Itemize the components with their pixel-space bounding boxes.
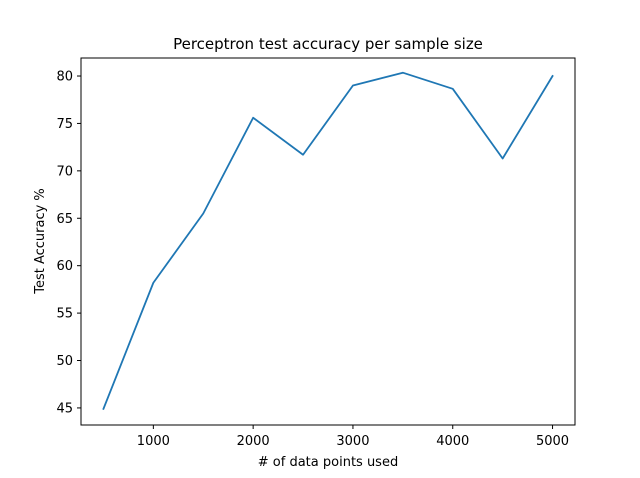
x-tick-label: 1000 bbox=[137, 434, 170, 449]
series-line bbox=[102, 71, 554, 411]
y-tick-label: 70 bbox=[56, 164, 73, 179]
y-tick-label: 60 bbox=[56, 259, 73, 274]
y-axis-label: Test Accuracy % bbox=[33, 188, 48, 295]
x-tick-label: 2000 bbox=[237, 434, 270, 449]
y-tick-label: 50 bbox=[56, 354, 73, 369]
y-tick-label: 65 bbox=[56, 212, 73, 227]
y-tick-label: 80 bbox=[56, 70, 73, 85]
y-axis-ticks: 45 50 55 60 65 70 75 80 bbox=[56, 70, 81, 416]
x-tick-label: 3000 bbox=[336, 434, 369, 449]
chart-title: Perceptron test accuracy per sample size bbox=[173, 35, 483, 53]
x-axis-label: # of data points used bbox=[258, 455, 398, 470]
x-tick-label: 4000 bbox=[436, 434, 469, 449]
y-tick-label: 75 bbox=[56, 117, 73, 132]
y-tick-label: 45 bbox=[56, 401, 73, 416]
x-axis-ticks: 1000 2000 3000 4000 5000 bbox=[137, 425, 569, 449]
x-tick-label: 5000 bbox=[536, 434, 569, 449]
plot-frame bbox=[80, 57, 576, 426]
y-tick-label: 55 bbox=[56, 307, 73, 322]
